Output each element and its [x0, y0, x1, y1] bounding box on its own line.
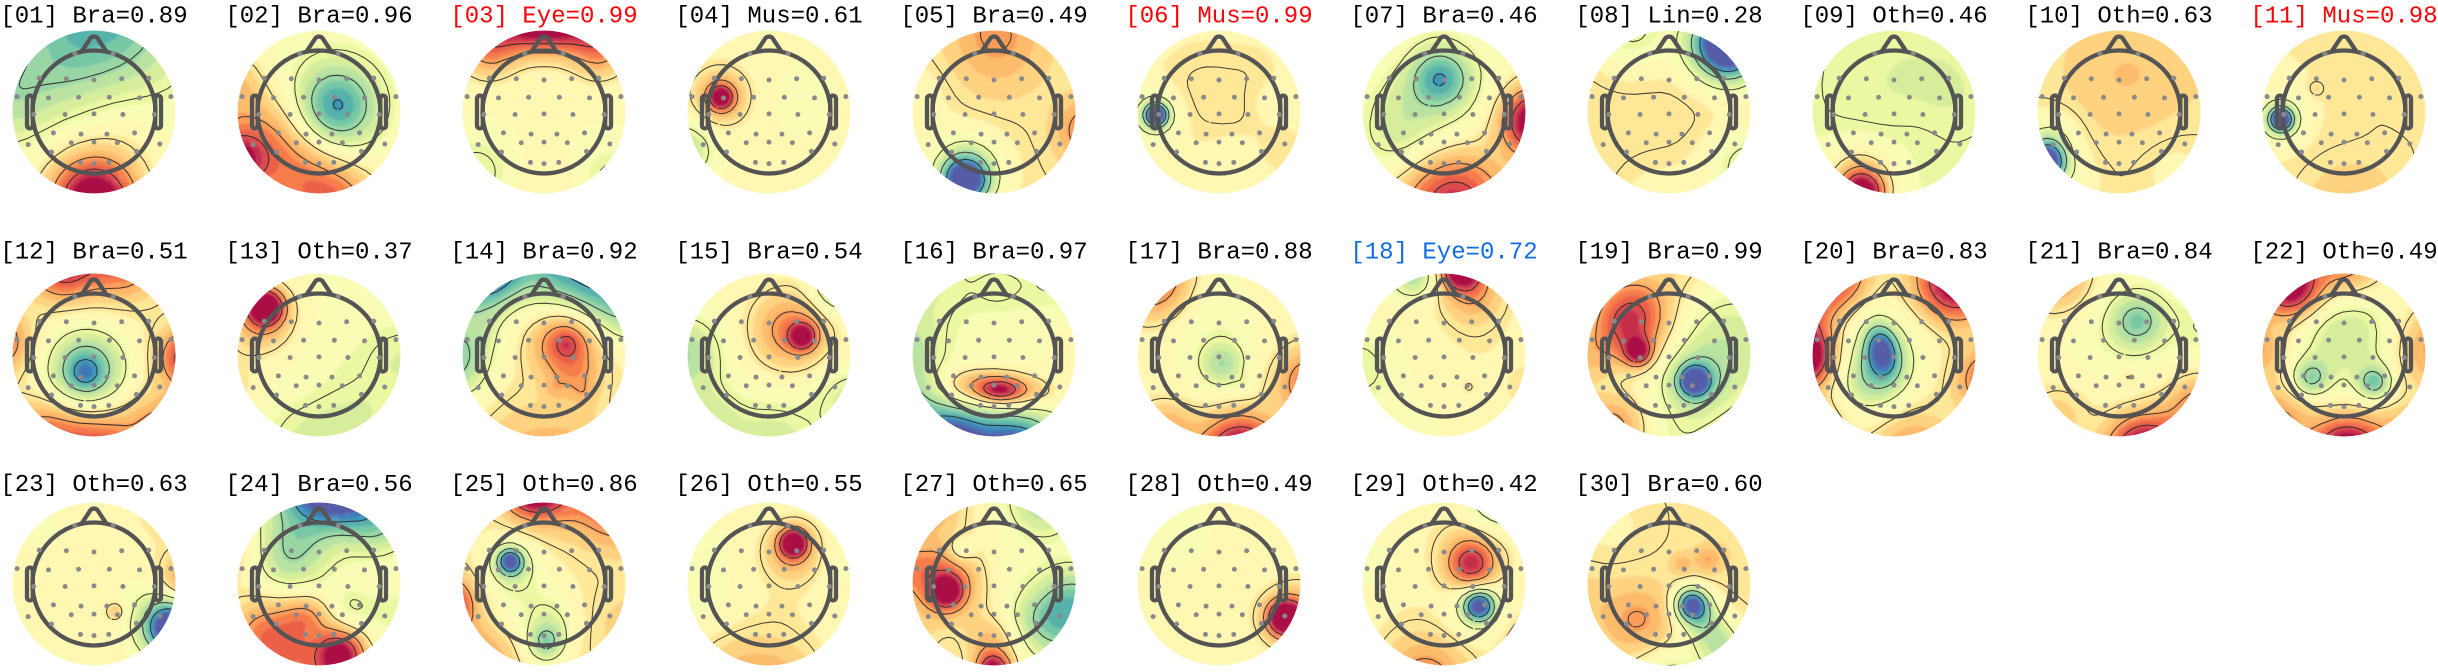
svg-text:[09] Oth=0.46: [09] Oth=0.46	[1800, 4, 1987, 31]
svg-text:[21] Bra=0.84: [21] Bra=0.84	[2025, 240, 2212, 267]
svg-text:[28] Oth=0.49: [28] Oth=0.49	[1125, 472, 1312, 499]
svg-text:[18] Eye=0.72: [18] Eye=0.72	[1350, 240, 1537, 267]
svg-text:[30] Bra=0.60: [30] Bra=0.60	[1575, 472, 1762, 499]
svg-text:[13] Oth=0.37: [13] Oth=0.37	[225, 240, 412, 267]
svg-text:[19] Bra=0.99: [19] Bra=0.99	[1575, 240, 1762, 267]
svg-text:[05] Bra=0.49: [05] Bra=0.49	[900, 4, 1087, 31]
svg-text:[08] Lin=0.28: [08] Lin=0.28	[1575, 4, 1762, 31]
svg-text:[27] Oth=0.65: [27] Oth=0.65	[900, 472, 1087, 499]
svg-text:[02] Bra=0.96: [02] Bra=0.96	[225, 4, 412, 31]
svg-text:[24] Bra=0.56: [24] Bra=0.56	[225, 472, 412, 499]
svg-text:[16] Bra=0.97: [16] Bra=0.97	[900, 240, 1087, 267]
svg-text:[29] Oth=0.42: [29] Oth=0.42	[1350, 472, 1537, 499]
svg-text:[15] Bra=0.54: [15] Bra=0.54	[675, 240, 862, 267]
svg-text:[01] Bra=0.89: [01] Bra=0.89	[0, 4, 187, 31]
svg-text:[26] Oth=0.55: [26] Oth=0.55	[675, 472, 862, 499]
svg-text:[11] Mus=0.98: [11] Mus=0.98	[2250, 4, 2437, 31]
svg-text:[25] Oth=0.86: [25] Oth=0.86	[450, 472, 637, 499]
svg-text:[17] Bra=0.88: [17] Bra=0.88	[1125, 240, 1312, 267]
svg-text:[10] Oth=0.63: [10] Oth=0.63	[2025, 4, 2212, 31]
svg-text:[20] Bra=0.83: [20] Bra=0.83	[1800, 240, 1987, 267]
svg-text:[06] Mus=0.99: [06] Mus=0.99	[1125, 4, 1312, 31]
svg-text:[22] Oth=0.49: [22] Oth=0.49	[2250, 240, 2437, 267]
svg-text:[12] Bra=0.51: [12] Bra=0.51	[0, 240, 187, 267]
svg-text:[03] Eye=0.99: [03] Eye=0.99	[450, 4, 637, 31]
svg-text:[14] Bra=0.92: [14] Bra=0.92	[450, 240, 637, 267]
svg-text:[04] Mus=0.61: [04] Mus=0.61	[675, 4, 862, 31]
svg-text:[07] Bra=0.46: [07] Bra=0.46	[1350, 4, 1537, 31]
svg-text:[23] Oth=0.63: [23] Oth=0.63	[0, 472, 187, 499]
